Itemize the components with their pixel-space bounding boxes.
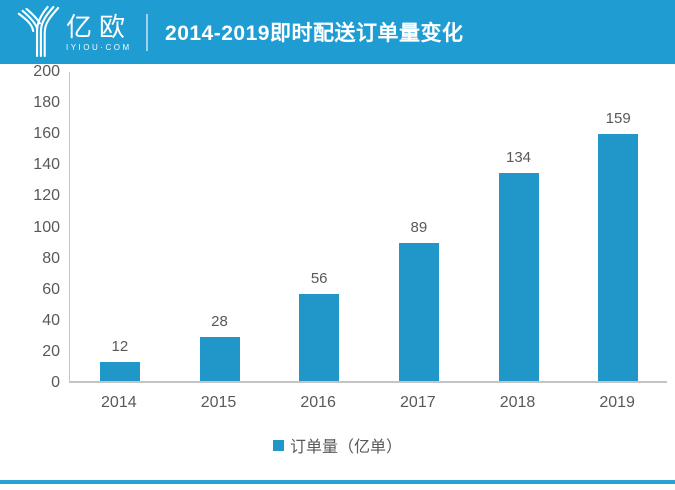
bar-value-label: 159 — [605, 110, 631, 127]
x-axis-tick-label: 2015 — [200, 394, 237, 411]
y-axis-tick-label: 60 — [42, 280, 60, 298]
chart-bar-2018 — [498, 173, 539, 381]
bar-value-label: 89 — [410, 219, 428, 236]
bar-value-label: 28 — [211, 313, 228, 330]
chart-bar-2016 — [299, 294, 340, 381]
y-axis-tick-label: 80 — [42, 249, 60, 267]
legend: 订单量（亿单） — [0, 433, 675, 457]
header-divider — [146, 13, 149, 51]
x-axis-tick-label: 2018 — [499, 394, 536, 411]
page-title: 2014-2019即时配送订单量变化 — [165, 22, 464, 45]
brand-logo: 亿欧 IYIOU·COM — [14, 5, 132, 59]
x-axis-tick-label: 2014 — [101, 394, 137, 411]
y-axis-tick-label: 40 — [42, 311, 60, 329]
bar-value-label: 56 — [310, 270, 328, 287]
chart-bar-2014 — [99, 362, 140, 381]
x-axis-tick-label: 2016 — [300, 394, 336, 411]
legend-swatch — [272, 439, 284, 451]
y-axis-tick-label: 120 — [33, 187, 60, 205]
brand-domain: IYIOU·COM — [66, 42, 132, 52]
x-axis-tick-label: 2019 — [599, 394, 635, 411]
header: 亿欧 IYIOU·COM 2014-2019即时配送订单量变化 — [0, 0, 675, 64]
bottom-accent-line — [0, 480, 675, 484]
y-axis-tick-label: 180 — [33, 94, 60, 112]
plot-area: 12 28 56 89 134 159 — [69, 72, 667, 383]
chart-bar-2017 — [398, 243, 439, 381]
chart-bar-2019 — [598, 134, 639, 381]
legend-label: 订单量（亿单） — [289, 439, 402, 456]
bar-value-label: 134 — [505, 149, 532, 166]
x-axis-tick-label: 2017 — [400, 394, 436, 411]
y-axis-tick-label: 200 — [33, 63, 60, 80]
bar-value-label: 12 — [111, 338, 129, 355]
brand-text: 亿欧 IYIOU·COM — [66, 13, 132, 52]
brand-name: 亿欧 — [66, 11, 133, 42]
y-axis-tick-label: 100 — [33, 218, 60, 236]
y-axis-tick-label: 0 — [51, 374, 60, 391]
yiou-logo-icon — [17, 5, 60, 58]
y-axis-tick-label: 140 — [33, 156, 60, 174]
y-axis-tick-label: 160 — [33, 125, 60, 143]
y-axis-tick-label: 20 — [42, 342, 60, 360]
chart-bar-2015 — [199, 337, 240, 381]
